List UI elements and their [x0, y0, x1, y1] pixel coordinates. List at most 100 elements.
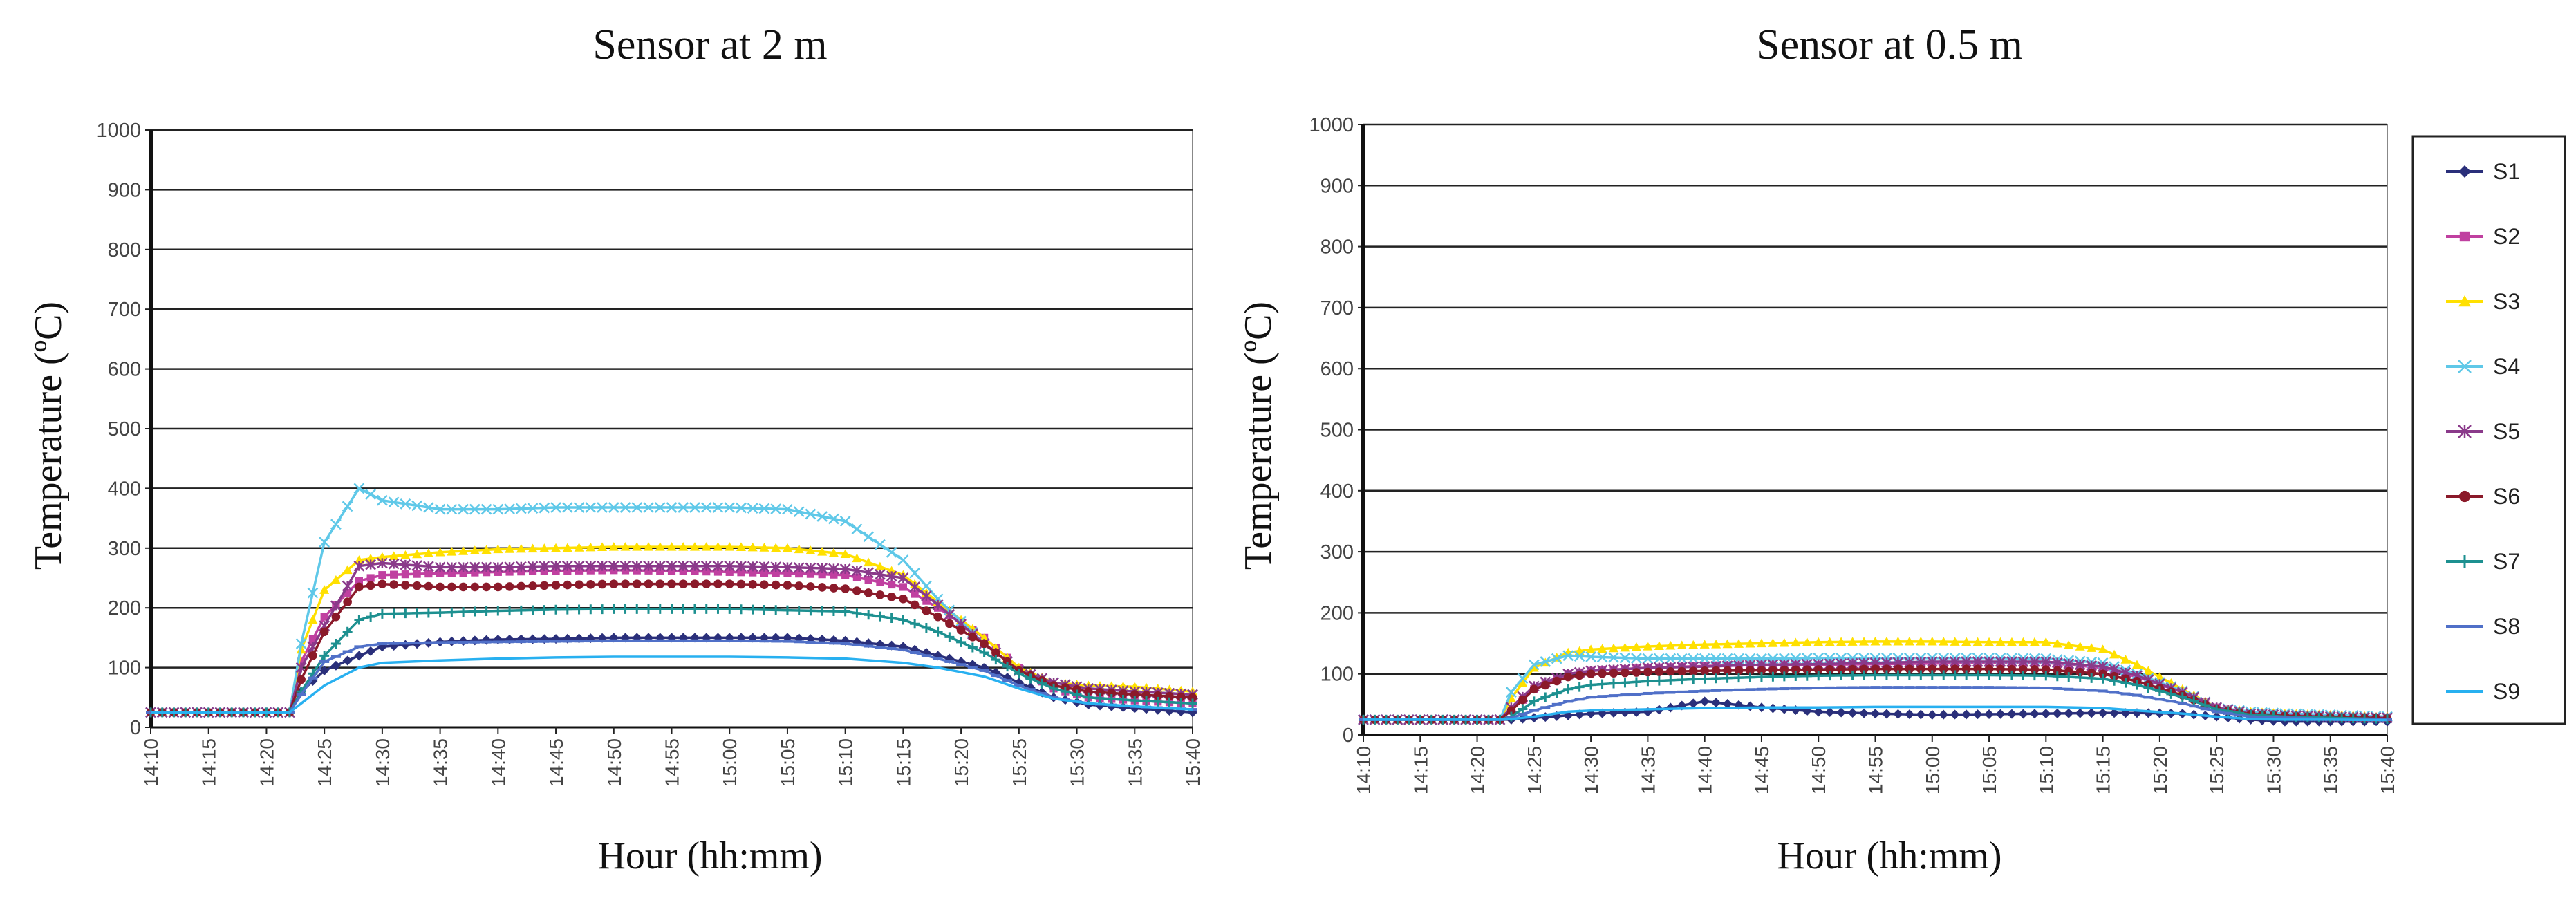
chart-left-point-s6	[968, 633, 978, 642]
chart-left-point-s6	[458, 582, 468, 592]
chart-right-point-s6	[1677, 666, 1687, 676]
chart-right-point-s7	[1813, 671, 1824, 681]
chart-left-point-s2	[320, 613, 328, 621]
chart-right-point-s1	[2052, 708, 2062, 718]
chart-left-point-s2	[447, 569, 456, 577]
chart-right-point-s1	[1711, 698, 1721, 708]
legend: S1 S2 S3 S4 S5 S6 S7 S8 S9	[2411, 135, 2566, 725]
chart-right-point-s3	[1813, 637, 1824, 646]
chart-left-point-s6	[725, 579, 734, 588]
chart-left-point-s5	[851, 565, 863, 577]
chart-right-point-s3	[1665, 640, 1676, 650]
chart-left-point-s7	[1060, 687, 1070, 697]
chart-right-point-s3	[1654, 641, 1664, 651]
chart-right-xtick-label: 14:55	[1865, 746, 1887, 794]
chart-left-point-s4	[909, 567, 921, 579]
chart-left-point-s1	[319, 665, 330, 675]
chart-left-point-s5	[597, 560, 608, 572]
chart-left-title: Sensor at 2 m	[592, 21, 827, 68]
chart-right-point-s1	[1995, 709, 2006, 719]
chart-right-point-s7	[1745, 672, 1755, 682]
chart-right-point-s7	[2029, 671, 2040, 681]
chart-left-point-s3	[759, 543, 769, 552]
chart-left-point-s7	[1014, 669, 1024, 679]
chart-left-point-s2	[679, 567, 687, 575]
chart-right-point-s4	[1608, 652, 1619, 663]
chart-left-point-s2	[378, 571, 386, 579]
chart-left-point-s4	[920, 580, 932, 592]
chart-left-point-s3	[747, 542, 758, 552]
chart-right-point-s7	[1927, 670, 1937, 680]
chart-right-point-s4	[1653, 653, 1665, 664]
chart-right-point-s3	[1518, 678, 1528, 687]
chart-left-ytick-label: 100	[108, 657, 141, 680]
legend-marker	[2459, 231, 2470, 242]
chart-right-point-s6	[1780, 665, 1789, 675]
chart-left-point-s5	[608, 560, 619, 572]
chart-left-point-s2	[390, 570, 398, 579]
chart-right-point-s1	[1927, 709, 1937, 720]
chart-left-point-s7	[1083, 692, 1094, 702]
chart-left-point-s7	[967, 642, 978, 653]
chart-right-point-s6	[2087, 669, 2096, 678]
chart-left-point-s7	[574, 604, 584, 615]
chart-left-point-s7	[910, 619, 920, 629]
chart-right-point-s5	[2028, 656, 2040, 667]
chart-left-point-s7	[759, 604, 769, 615]
chart-left-xtick-label: 14:55	[662, 738, 683, 787]
chart-left-point-s6	[1084, 687, 1093, 696]
chart-left-point-s2	[818, 570, 826, 579]
chart-left-point-s4	[724, 502, 736, 513]
chart-right-xtick-label: 15:25	[2206, 746, 2228, 794]
chart-right-ytick-label: 600	[1320, 358, 1354, 380]
chart-left-point-s7	[1072, 689, 1082, 700]
chart-left-point-s6	[794, 581, 803, 590]
chart-left-xtick-label: 15:20	[951, 738, 972, 787]
chart-left-point-s5	[736, 561, 747, 572]
chart-right-series-s9	[1363, 705, 2388, 722]
chart-right-point-s1	[2029, 709, 2040, 719]
chart-right-ytick-label: 0	[1343, 725, 1354, 747]
chart-left-point-s5	[863, 567, 875, 579]
chart-right-xtick-label: 15:00	[1922, 746, 1943, 794]
chart-right-point-s7	[1904, 670, 1914, 680]
chart-left-xtick-label: 14:25	[314, 738, 335, 787]
chart-right-xtick-label: 14:25	[1524, 746, 1545, 794]
chart-right-xtick-label: 14:20	[1467, 746, 1488, 794]
chart-left-point-s5	[377, 557, 388, 569]
chart-left-point-s3	[886, 566, 897, 575]
chart-right-point-s3	[2075, 642, 2085, 651]
chart-left-point-s4	[411, 500, 423, 512]
chart-right-point-s7	[2087, 673, 2097, 683]
chart-left-point-s4	[700, 502, 712, 513]
chart-left-point-s3	[319, 585, 330, 594]
chart-right-point-s3	[1699, 640, 1710, 649]
chart-left-point-s7	[342, 626, 353, 637]
chart-right-point-s1	[1791, 705, 1801, 715]
chart-left-point-s7	[701, 604, 711, 614]
chart-left-point-s3	[377, 552, 387, 561]
chart-left-point-s7	[539, 605, 550, 615]
chart-right-point-s6	[1905, 664, 1914, 673]
chart-left-point-s6	[980, 639, 989, 649]
chart-right-point-s6	[1632, 668, 1641, 677]
chart-right-point-s3	[2006, 637, 2017, 646]
chart-left-point-s7	[1106, 693, 1117, 704]
chart-left-point-s4	[469, 503, 480, 515]
chart-right-point-s7	[1597, 679, 1607, 689]
chart-left-ytick-label: 500	[108, 418, 141, 440]
chart-left-point-s2	[841, 571, 850, 579]
chart-right-point-s7	[1711, 673, 1721, 684]
chart-left-point-s2	[713, 568, 722, 576]
chart-right-point-s3	[2109, 649, 2120, 659]
chart-right-point-s7	[2189, 696, 2199, 707]
chart-right-point-s1	[2041, 709, 2051, 719]
chart-left-point-s5	[446, 561, 458, 573]
chart-right-point-s6	[2053, 666, 2062, 675]
chart-left-point-s7	[435, 608, 445, 618]
chart-left-point-s7	[979, 648, 989, 657]
chart-left-point-s6	[586, 580, 595, 589]
chart-left-point-s2	[760, 568, 769, 577]
chart-right-point-s4	[1540, 656, 1551, 667]
chart-left-xtick-label: 15:05	[777, 738, 799, 787]
